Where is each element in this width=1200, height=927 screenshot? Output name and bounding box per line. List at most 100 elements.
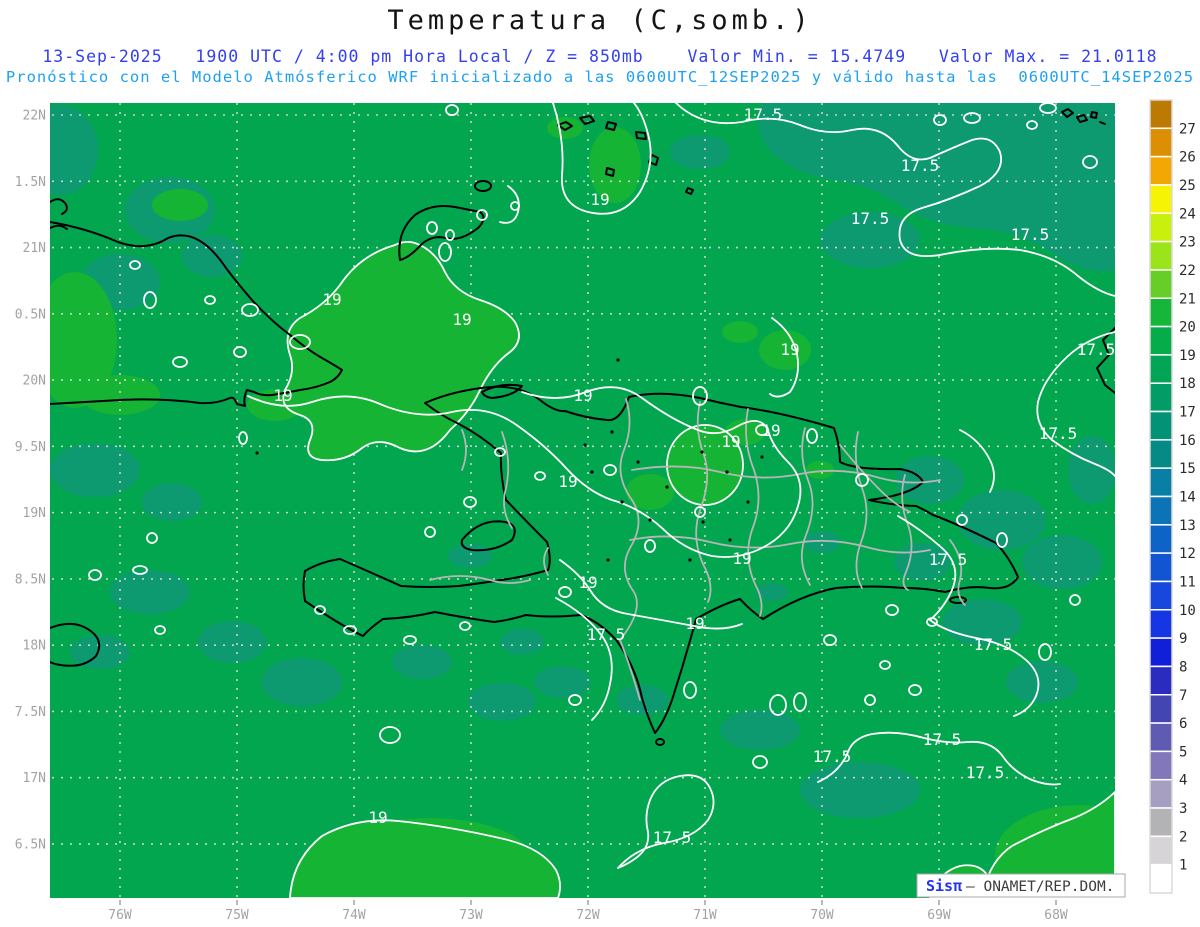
contour-lines bbox=[88, 103, 1115, 869]
contour-ne-wiggle bbox=[959, 429, 995, 493]
colorbar-tick-label: 16 bbox=[1179, 433, 1196, 449]
cool-patch bbox=[142, 483, 202, 521]
colorbar-segment bbox=[1149, 382, 1173, 413]
contour-label: 17.5 bbox=[974, 635, 1013, 654]
lat-tick-label: 8.5N bbox=[15, 572, 46, 587]
cool-patch bbox=[756, 583, 788, 601]
cool-patch bbox=[890, 135, 1010, 205]
colorbar-tick-label: 6 bbox=[1179, 716, 1187, 732]
colorbar-tick-label: 14 bbox=[1179, 490, 1196, 506]
colorbar-segment bbox=[1149, 269, 1173, 299]
colorbar-segment bbox=[1149, 609, 1173, 639]
colorbar-tick-label: 15 bbox=[1179, 461, 1196, 477]
colorbar-segment bbox=[1149, 835, 1173, 866]
watermark-text: – ONAMET/REP.DOM. bbox=[966, 879, 1114, 895]
lon-tick-label: 70W bbox=[810, 908, 834, 923]
lat-tick-label: 7.5N bbox=[15, 705, 46, 720]
lon-tick-label: 73W bbox=[459, 908, 483, 923]
lat-axis: 22N 1.5N 21N 0.5N 20N 9.5N 19N 8.5N 18N 7.5N 17N 6.… bbox=[15, 109, 46, 853]
lat-tick-label: 9.5N bbox=[15, 440, 46, 455]
colorbar-tick-label: 20 bbox=[1179, 320, 1196, 336]
province-border bbox=[695, 401, 712, 603]
warm-patch bbox=[547, 117, 583, 139]
contour-label: 17.5 bbox=[813, 747, 852, 766]
province-border bbox=[745, 408, 763, 617]
lon-tick-label: 75W bbox=[225, 908, 249, 923]
warm-patch bbox=[722, 321, 758, 343]
colorbar-segment bbox=[1149, 863, 1173, 894]
contour-label: 19 bbox=[452, 310, 471, 329]
contour-label: 19 bbox=[732, 549, 751, 568]
colorbar-tick-label: 25 bbox=[1179, 178, 1196, 194]
cool-patch bbox=[468, 683, 536, 721]
contour-label: 17.5 bbox=[744, 105, 783, 124]
contour-label: 19 bbox=[558, 472, 577, 491]
colorbar-tick-label: 17 bbox=[1179, 405, 1196, 421]
warm-patch bbox=[80, 375, 160, 415]
cool-patch bbox=[262, 658, 342, 706]
cool-patch bbox=[198, 621, 266, 663]
colorbar-tick-label: 11 bbox=[1179, 574, 1196, 590]
saona-beata-islets bbox=[655, 596, 967, 746]
lon-tick-label: 76W bbox=[108, 908, 132, 923]
contour-label: 19 bbox=[573, 386, 592, 405]
lon-axis: 76W 75W 74W 73W 72W 71W 70W 69W 68W bbox=[108, 900, 1068, 923]
lat-tick-label: 18N bbox=[23, 639, 46, 654]
contour-label: 17.5 bbox=[901, 156, 940, 175]
colorbar-segment bbox=[1149, 354, 1173, 384]
contour-175-bottom-center bbox=[617, 774, 715, 869]
colorbar-segment bbox=[1149, 722, 1173, 753]
department-border bbox=[501, 431, 513, 529]
colorbar-tick-label: 2 bbox=[1179, 829, 1187, 845]
province-border bbox=[629, 535, 931, 554]
colorbar bbox=[1149, 99, 1173, 894]
contour-19-island-snake bbox=[247, 386, 802, 558]
cool-patch bbox=[942, 599, 1022, 645]
contour-175-east-dr bbox=[897, 515, 1040, 717]
province-border bbox=[800, 427, 814, 586]
lat-tick-label: 19N bbox=[23, 506, 46, 521]
warm-patch bbox=[589, 127, 641, 203]
colorbar-tick-label: 22 bbox=[1179, 263, 1196, 279]
contour-label: 19 bbox=[273, 386, 292, 405]
cool-patch bbox=[795, 125, 885, 175]
contour-label: 17.5 bbox=[1077, 340, 1116, 359]
cool-patch bbox=[670, 135, 730, 169]
colorbar-segment bbox=[1149, 580, 1173, 611]
gonave-island bbox=[460, 520, 516, 552]
colorbar-tick-label: 27 bbox=[1179, 121, 1196, 137]
admin-borders bbox=[429, 398, 966, 701]
contour-label: 19 bbox=[368, 808, 387, 827]
warm-patch bbox=[626, 474, 674, 510]
colorbar-segment bbox=[1149, 99, 1173, 130]
temperature-field bbox=[50, 103, 1115, 898]
contour-small-wiggle bbox=[499, 185, 520, 224]
contour-label: 19 bbox=[685, 614, 704, 633]
colorbar-segment bbox=[1149, 212, 1173, 243]
colorbar-tick-label: 10 bbox=[1179, 603, 1196, 619]
lon-tick-label: 74W bbox=[342, 908, 366, 923]
contour-19-south-branch bbox=[559, 559, 743, 630]
contour-175-right bbox=[1036, 331, 1115, 477]
contour-label: 17.5 bbox=[966, 763, 1005, 782]
contour-175-bottom-right bbox=[817, 731, 1061, 786]
department-border bbox=[461, 429, 549, 576]
colorbar-tick-label: 8 bbox=[1179, 659, 1187, 675]
lat-tick-label: 1.5N bbox=[15, 175, 46, 190]
colorbar-tick-label: 4 bbox=[1179, 773, 1187, 789]
colorbar-segment bbox=[1149, 807, 1173, 838]
colorbar-tick-label: 24 bbox=[1179, 206, 1196, 222]
colorbar-segment bbox=[1149, 495, 1173, 526]
cuba-coastline bbox=[50, 221, 343, 407]
cool-patch bbox=[820, 212, 920, 268]
haiti-dr-border bbox=[619, 398, 641, 701]
colorbar-tick-label: 1 bbox=[1179, 858, 1187, 874]
contour-label: 17.5 bbox=[929, 550, 968, 569]
contour-175-top-snake bbox=[675, 103, 1115, 297]
colorbar-segment bbox=[1149, 467, 1173, 498]
contour-label: 19 bbox=[578, 573, 597, 592]
right-edge-coast-fragment bbox=[1096, 327, 1115, 394]
colorbar-segment bbox=[1149, 694, 1173, 724]
colorbar-segment bbox=[1149, 297, 1173, 328]
